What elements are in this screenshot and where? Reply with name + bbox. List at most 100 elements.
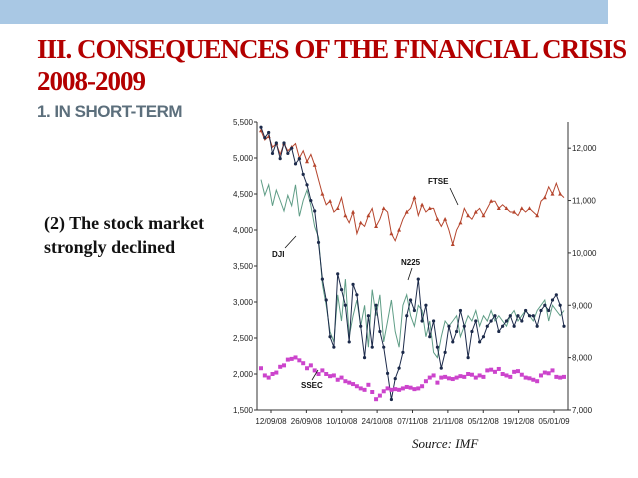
n225-point <box>324 298 328 302</box>
right-tick-label: 10,000 <box>572 249 597 258</box>
n225-point <box>297 157 301 161</box>
ftse-point <box>366 213 371 218</box>
n225-point <box>554 293 558 297</box>
dji-line <box>260 179 565 359</box>
ssec-point <box>328 374 333 379</box>
source-note: Source: IMF <box>412 436 479 451</box>
n225-point <box>524 308 528 313</box>
ftse-point <box>504 206 509 210</box>
n225-point <box>412 308 417 313</box>
ssec-point <box>358 386 363 391</box>
ssec-point <box>542 370 547 375</box>
n225-point <box>424 303 428 307</box>
n225-point <box>478 340 482 344</box>
n225-point <box>378 329 382 334</box>
right-tick-label: 9,000 <box>572 301 593 310</box>
ssec-point <box>320 368 325 373</box>
ssec-point <box>370 390 375 394</box>
n225-point <box>316 240 321 245</box>
ftse-point <box>481 213 486 218</box>
n225-point <box>305 183 309 187</box>
ftse-point <box>320 191 325 196</box>
n225-point <box>355 293 359 297</box>
n225-point <box>332 345 336 349</box>
n225-point <box>320 277 324 281</box>
dji-series-label: DJI <box>272 250 284 259</box>
ssec-point <box>366 382 371 387</box>
ssec-point <box>339 375 344 380</box>
n225-point <box>455 329 459 334</box>
right-tick-label: 7,000 <box>572 406 593 415</box>
n225-point <box>550 298 555 302</box>
ftse-line <box>260 130 565 247</box>
n225-point <box>443 350 447 354</box>
ftse-point <box>550 191 555 196</box>
n225-point <box>408 298 413 302</box>
ftse-point <box>458 220 463 225</box>
ftse-point <box>512 209 517 214</box>
x-tick-label: 05/01/09 <box>538 417 570 426</box>
ssec-point <box>473 375 478 380</box>
ssec-point <box>427 375 432 380</box>
right-tick-label: 11,000 <box>572 197 596 206</box>
n225-point <box>359 324 363 328</box>
ssec-point <box>408 385 413 390</box>
ssec-point <box>324 372 329 376</box>
ssec-point <box>492 369 497 374</box>
ftse-point <box>335 206 340 210</box>
left-tick-label: 2,500 <box>233 334 254 343</box>
ftse-point <box>397 227 402 232</box>
ssec-point <box>466 372 471 376</box>
n225-point <box>389 397 394 402</box>
ftse-point <box>473 209 478 214</box>
n225-point <box>286 151 290 156</box>
n225-point <box>351 282 355 286</box>
n225-point <box>274 141 278 145</box>
ftse-point <box>542 195 547 200</box>
left-tick-label: 5,500 <box>233 118 254 127</box>
n225-point <box>539 308 543 313</box>
n225-point <box>435 345 440 349</box>
n225-point <box>493 314 497 318</box>
n225-point <box>362 356 367 360</box>
ssec-point <box>550 368 555 373</box>
ftse-point <box>466 213 471 218</box>
ssec-pointer <box>311 369 319 381</box>
ftse-point <box>558 191 563 196</box>
top-corner-tab <box>608 0 638 24</box>
slide-title: III. CONSEQUENCES OF THE FINANCIAL CRISI… <box>37 34 627 96</box>
ssec-point <box>351 382 356 387</box>
n225-point <box>558 303 562 307</box>
ssec-point <box>527 376 532 381</box>
n225-point <box>370 345 374 349</box>
ftse-point <box>450 242 455 246</box>
n225-point <box>263 136 267 140</box>
ssec-point <box>477 373 482 378</box>
ssec-point <box>439 375 444 380</box>
ssec-point <box>374 397 379 402</box>
n225-point <box>405 314 409 318</box>
top-accent-band <box>0 0 638 24</box>
x-tick-label: 24/10/08 <box>362 417 394 426</box>
n225-point <box>416 277 420 281</box>
ssec-point <box>354 384 359 389</box>
n225-point <box>336 272 340 276</box>
ssec-point <box>423 379 428 384</box>
ftse-point <box>527 206 532 210</box>
ftse-point <box>328 199 333 203</box>
ssec-point <box>519 372 524 377</box>
left-tick-label: 2,000 <box>233 370 254 379</box>
ssec-point <box>512 369 517 374</box>
ssec-point <box>343 379 348 384</box>
slide-subtitle: 1. IN SHORT-TERM <box>37 102 183 121</box>
n225-point <box>397 366 401 370</box>
ssec-point <box>262 373 267 378</box>
ftse-point <box>435 217 440 221</box>
n225-point <box>527 314 532 318</box>
ssec-point <box>381 389 386 394</box>
ftse-point <box>420 202 425 207</box>
left-tick-label: 5,000 <box>233 154 254 163</box>
n225-point <box>474 319 478 323</box>
n225-point <box>497 329 501 334</box>
